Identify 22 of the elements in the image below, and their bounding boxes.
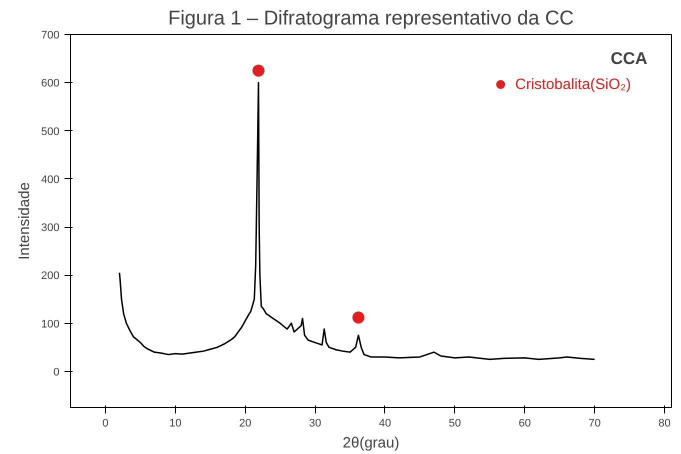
x-tick-label: 70	[588, 418, 601, 430]
x-tick-label: 80	[658, 418, 671, 430]
annotation: CCA	[610, 49, 648, 68]
x-tick-label: 50	[448, 418, 461, 430]
y-axis-title: Intensidade	[16, 182, 34, 260]
y-tick-label: 300	[41, 222, 60, 234]
x-tick-label: 10	[169, 418, 182, 430]
x-tick-label: 30	[308, 418, 322, 430]
chart-title: Figura 1 – Difratograma representativo da CC	[168, 8, 574, 30]
x-tick-label: 60	[518, 418, 531, 430]
x-tick-label: 20	[239, 418, 252, 430]
y-tick-label: 0	[53, 366, 60, 378]
y-tick-label: 400	[41, 174, 60, 186]
y-tick-label: 100	[41, 318, 60, 330]
y-tick-label: 700	[41, 30, 60, 42]
y-tick-label: 500	[41, 126, 60, 138]
y-tick-label: 200	[41, 270, 60, 282]
legend-label: Cristobalita(SiO₂)	[515, 76, 631, 92]
x-tick-label: 40	[378, 418, 392, 430]
x-tick-label: 0	[102, 418, 109, 430]
x-axis-title: 2θ(grau)	[342, 434, 400, 452]
y-tick-label: 600	[41, 78, 60, 90]
